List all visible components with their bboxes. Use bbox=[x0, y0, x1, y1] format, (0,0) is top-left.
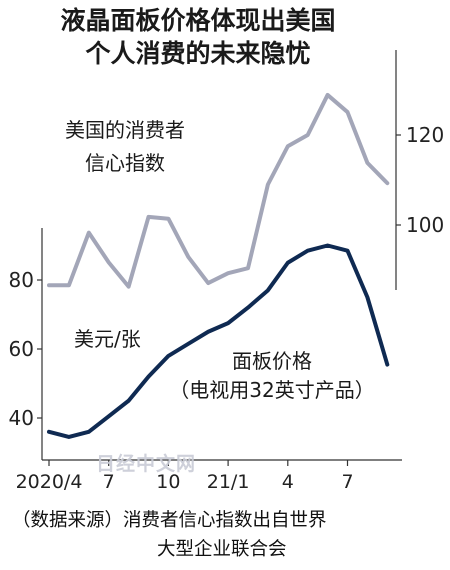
series-line-confidence bbox=[47, 92, 390, 289]
right-tick-label: 100 bbox=[406, 213, 444, 237]
title-line-1: 液晶面板价格体现出美国 bbox=[60, 6, 336, 35]
source-line-2: 大型企业联合会 bbox=[157, 539, 287, 560]
x-tick-label: 2020/4 bbox=[16, 471, 83, 493]
x-tick-label: 7 bbox=[341, 471, 353, 493]
x-tick-label: 4 bbox=[282, 471, 294, 493]
x-tick-label: 7 bbox=[103, 471, 115, 493]
chart-lines bbox=[47, 92, 390, 439]
x-tick-label: 21/1 bbox=[207, 471, 250, 493]
chart-axes: 40 60 80 100 120 2020/4 7 10 21/1 4 7 bbox=[9, 50, 444, 493]
confidence-label-line-2: 信心指数 bbox=[85, 151, 165, 175]
x-tick-label: 10 bbox=[156, 471, 180, 493]
unit-label: 美元/张 bbox=[74, 327, 141, 351]
title-line-2: 个人消费的未来隐忧 bbox=[85, 39, 311, 68]
panel-label-line-1: 面板价格 bbox=[232, 349, 312, 373]
source-line-1: （数据来源）消费者信心指数出自世界 bbox=[12, 510, 327, 531]
left-tick-label: 40 bbox=[9, 406, 34, 430]
series-line-panel-price bbox=[47, 243, 390, 439]
right-tick-label: 120 bbox=[406, 123, 444, 147]
watermark: 日经中文网 bbox=[96, 453, 197, 475]
chart-title: 液晶面板价格体现出美国 个人消费的未来隐忧 bbox=[8, 4, 388, 70]
panel-label-line-2: （电视用32英寸产品） bbox=[169, 378, 374, 402]
source-note: （数据来源）消费者信心指数出自世界 大型企业联合会 bbox=[12, 506, 327, 564]
left-tick-label: 60 bbox=[9, 337, 34, 361]
confidence-label-line-1: 美国的消费者 bbox=[65, 118, 185, 142]
left-tick-label: 80 bbox=[9, 268, 34, 292]
